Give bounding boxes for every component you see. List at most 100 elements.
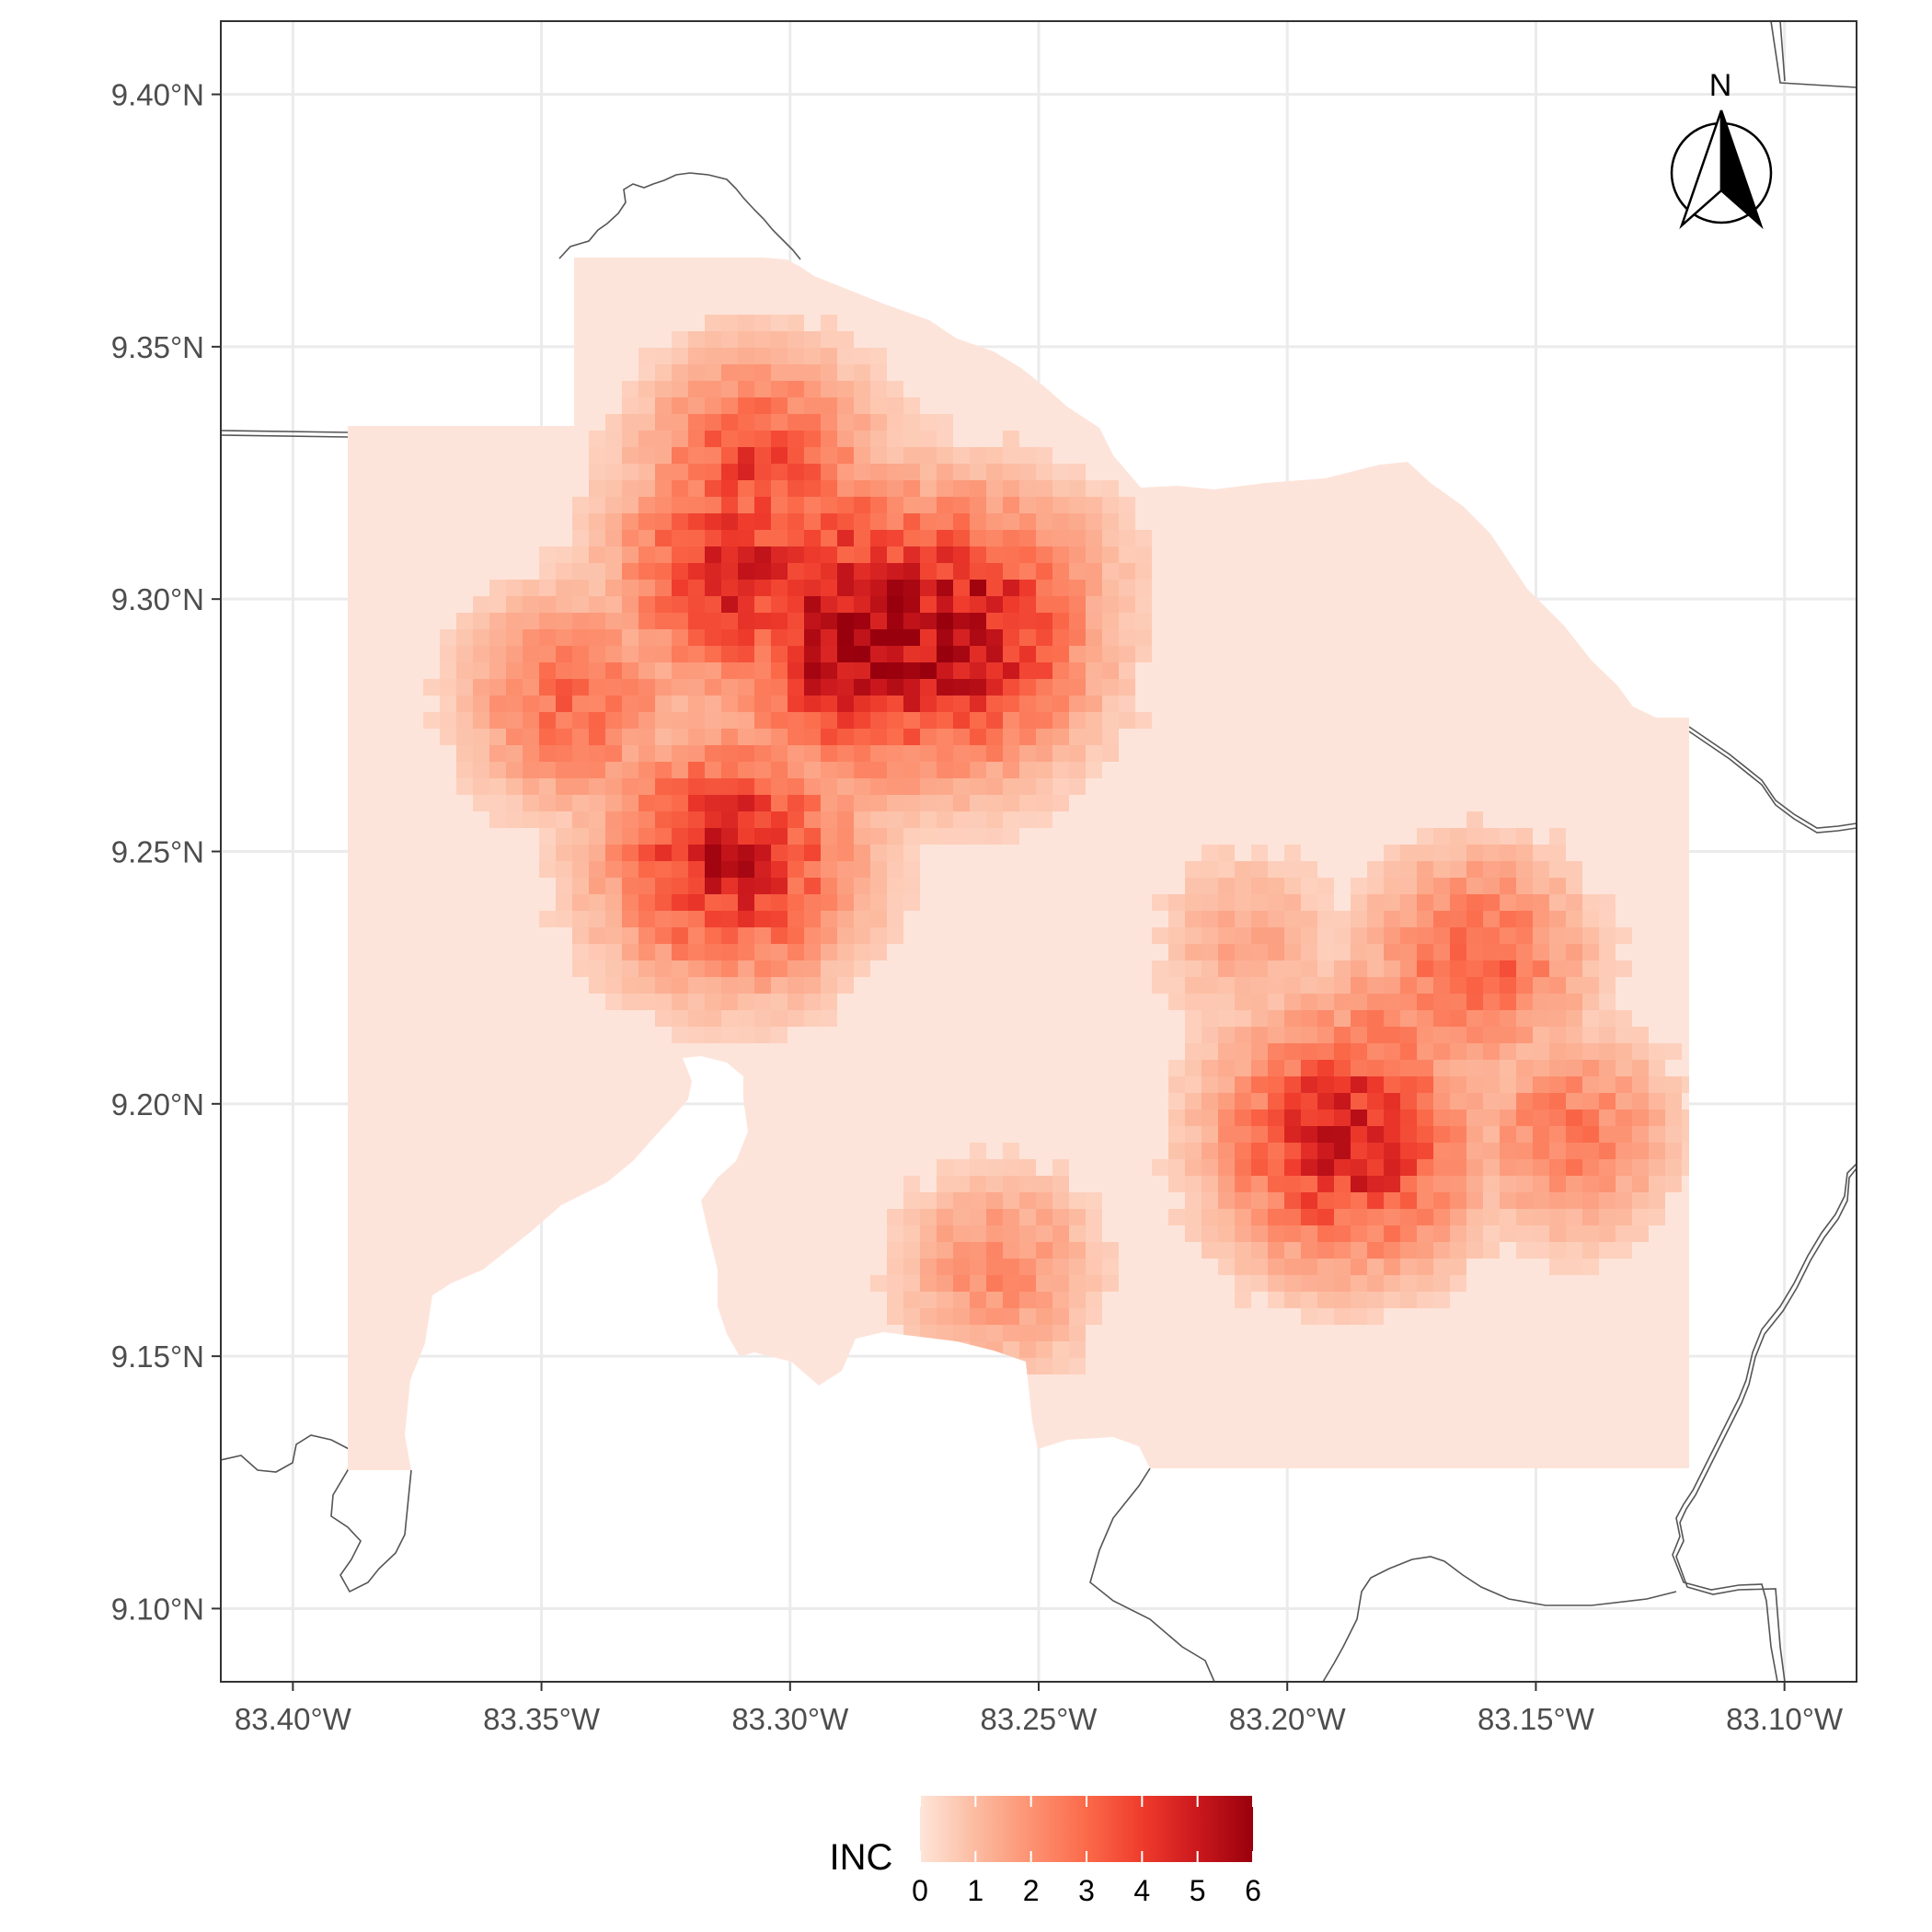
raster-cell — [771, 762, 788, 778]
raster-cell — [672, 497, 688, 513]
raster-cell — [539, 679, 556, 696]
raster-cell — [1119, 546, 1135, 563]
raster-cell — [1218, 1242, 1235, 1259]
raster-cell — [821, 778, 837, 795]
raster-cell — [1417, 1126, 1433, 1143]
raster-cell — [1533, 894, 1549, 911]
raster-cell — [986, 1259, 1003, 1275]
raster-cell — [1069, 1259, 1086, 1275]
raster-cell — [622, 414, 638, 431]
raster-cell — [473, 778, 489, 795]
raster-cell — [1516, 977, 1533, 994]
raster-cell — [738, 629, 754, 646]
raster-cell — [1185, 927, 1202, 944]
raster-cell — [655, 861, 672, 878]
raster-cell — [1036, 729, 1052, 745]
raster-cell — [1367, 1176, 1384, 1192]
raster-cell — [622, 447, 638, 464]
raster-cell — [1251, 1176, 1268, 1192]
raster-cell — [1036, 1259, 1052, 1275]
raster-cell — [970, 1292, 986, 1308]
raster-cell — [489, 662, 506, 679]
raster-cell — [1500, 1043, 1516, 1060]
raster-cell — [1168, 960, 1185, 977]
raster-cell — [705, 315, 721, 331]
raster-cell — [1003, 480, 1019, 497]
raster-cell — [837, 712, 854, 729]
raster-cell — [837, 911, 854, 927]
raster-cell — [622, 629, 638, 646]
raster-cell — [1019, 1275, 1036, 1292]
raster-cell — [1251, 960, 1268, 977]
raster-cell — [953, 480, 970, 497]
raster-cell — [1268, 1242, 1284, 1259]
raster-cell — [1582, 1126, 1599, 1143]
raster-cell — [1052, 563, 1069, 580]
raster-cell — [705, 795, 721, 811]
raster-cell — [953, 464, 970, 480]
raster-cell — [1599, 894, 1616, 911]
raster-cell — [754, 927, 771, 944]
raster-cell — [1268, 878, 1284, 894]
raster-cell — [655, 480, 672, 497]
raster-cell — [771, 679, 788, 696]
raster-cell — [655, 894, 672, 911]
raster-cell — [456, 712, 473, 729]
raster-cell — [1500, 944, 1516, 960]
raster-cell — [1500, 845, 1516, 861]
raster-cell — [1417, 845, 1433, 861]
raster-cell — [1367, 894, 1384, 911]
raster-cell — [804, 331, 821, 348]
raster-cell — [870, 745, 887, 762]
raster-cell — [738, 960, 754, 977]
raster-cell — [1566, 944, 1582, 960]
raster-cell — [489, 696, 506, 712]
raster-cell — [1400, 1143, 1417, 1159]
raster-cell — [754, 944, 771, 960]
raster-cell — [721, 1027, 738, 1043]
raster-cell — [738, 944, 754, 960]
raster-cell — [903, 613, 920, 629]
raster-cell — [754, 480, 771, 497]
raster-cell — [1500, 911, 1516, 927]
raster-cell — [854, 845, 870, 861]
raster-cell — [1516, 1060, 1533, 1076]
raster-cell — [589, 745, 605, 762]
raster-cell — [1351, 1110, 1367, 1126]
raster-cell — [705, 745, 721, 762]
raster-cell — [440, 696, 456, 712]
raster-cell — [870, 878, 887, 894]
raster-cell — [1384, 878, 1400, 894]
raster-cell — [721, 546, 738, 563]
raster-cell — [738, 563, 754, 580]
raster-cell — [870, 696, 887, 712]
raster-cell — [771, 331, 788, 348]
raster-cell — [1268, 911, 1284, 927]
raster-cell — [1119, 530, 1135, 546]
raster-cell — [854, 530, 870, 546]
raster-cell — [506, 762, 523, 778]
raster-cell — [638, 397, 655, 414]
raster-cell — [903, 629, 920, 646]
raster-cell — [456, 679, 473, 696]
raster-cell — [1251, 944, 1268, 960]
raster-cell — [688, 977, 705, 994]
raster-cell — [821, 596, 837, 613]
raster-cell — [738, 381, 754, 397]
raster-cell — [1052, 1209, 1069, 1225]
raster-cell — [1549, 894, 1566, 911]
x-tick-label: 83.30°W — [731, 1702, 849, 1736]
raster-cell — [572, 679, 589, 696]
raster-cell — [1566, 878, 1582, 894]
raster-cell — [1483, 1192, 1500, 1209]
raster-cell — [1284, 1143, 1301, 1159]
raster-cell — [721, 464, 738, 480]
raster-cell — [1649, 1209, 1665, 1225]
raster-cell — [1036, 480, 1052, 497]
raster-cell — [1549, 878, 1566, 894]
raster-cell — [771, 712, 788, 729]
raster-cell — [1036, 1225, 1052, 1242]
raster-cell — [1119, 646, 1135, 662]
raster-cell — [903, 696, 920, 712]
raster-cell — [771, 894, 788, 911]
